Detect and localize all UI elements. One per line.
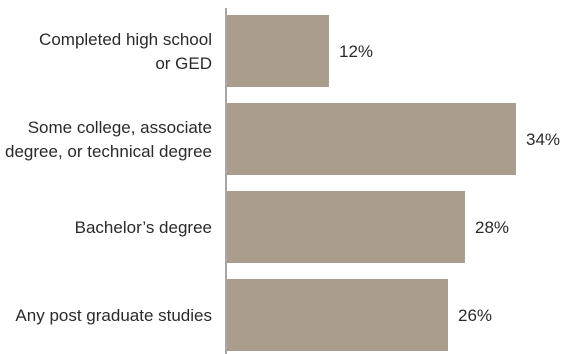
category-label-line: Completed high school	[39, 30, 212, 49]
data-label: 26%	[458, 306, 492, 325]
category-label: Completed high school or GED	[39, 30, 212, 73]
bar	[227, 279, 448, 351]
category-label: Bachelor’s degree	[75, 218, 212, 237]
bars-group	[227, 15, 516, 351]
category-label-line: Some college, associate	[28, 118, 212, 137]
bar	[227, 15, 329, 87]
data-label: 28%	[475, 218, 509, 237]
category-labels: Completed high school or GED Some college,…	[5, 30, 212, 325]
category-label-line: or GED	[155, 54, 212, 73]
bar	[227, 191, 465, 263]
category-label: Any post graduate studies	[15, 306, 212, 325]
category-label: Some college, associate degree, or techni…	[5, 118, 212, 161]
bar	[227, 103, 516, 175]
category-label-line: Any post graduate studies	[15, 306, 212, 325]
category-label-line: degree, or technical degree	[5, 142, 212, 161]
data-label: 34%	[526, 130, 560, 149]
category-label-line: Bachelor’s degree	[75, 218, 212, 237]
data-label: 12%	[339, 42, 373, 61]
value-labels: 12% 34% 28% 26%	[339, 42, 560, 325]
